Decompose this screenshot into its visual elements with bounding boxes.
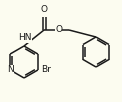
Text: N: N bbox=[7, 65, 14, 74]
Text: HN: HN bbox=[19, 33, 32, 43]
Text: O: O bbox=[55, 26, 62, 34]
Text: O: O bbox=[41, 5, 47, 14]
Text: Br: Br bbox=[41, 65, 51, 74]
